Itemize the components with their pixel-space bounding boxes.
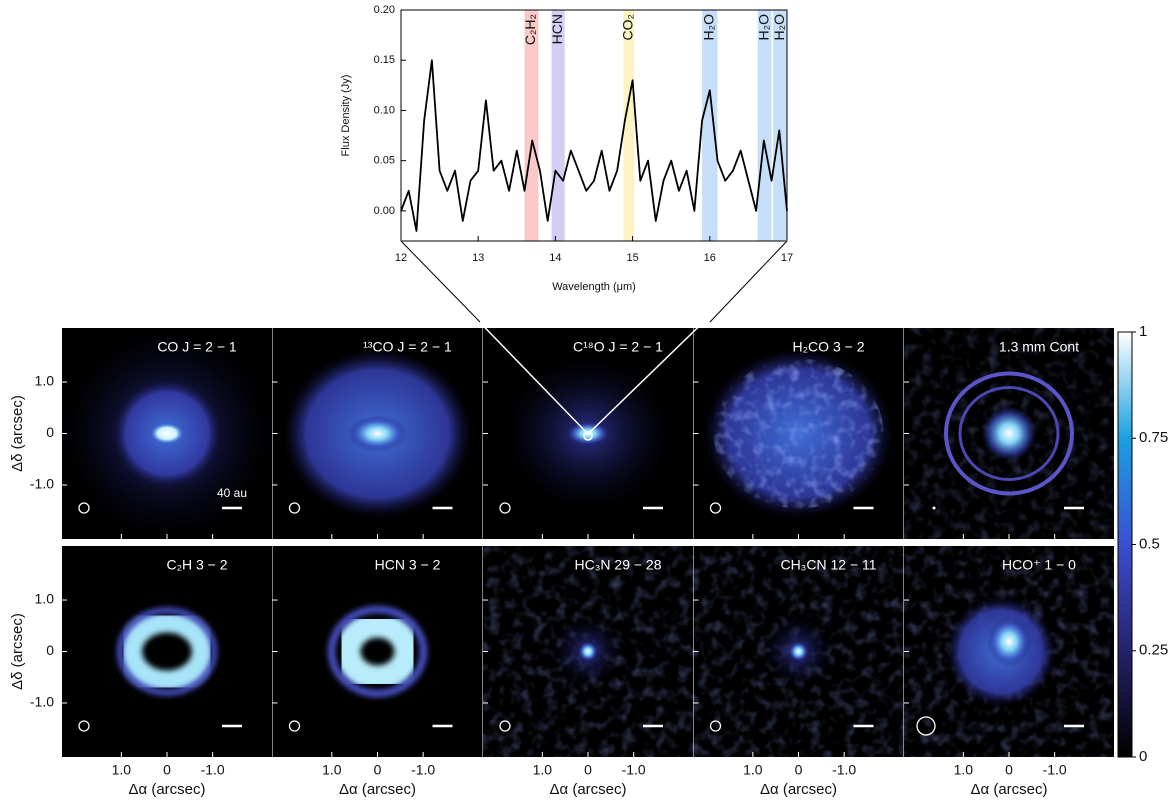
feature-label: CO₂: [619, 14, 635, 40]
emission: [348, 416, 408, 452]
x-axis-title: Δα (arcsec): [549, 781, 626, 798]
colorbar-tick-label: 0.25: [1139, 642, 1168, 659]
y-axis-title: Flux Density (Jy): [340, 75, 352, 157]
feature-label: HCN: [549, 14, 565, 44]
colorbar: [1118, 332, 1132, 757]
y-tick-label: 1.0: [35, 373, 55, 389]
x-axis-title: Δα (arcsec): [970, 781, 1047, 798]
x-tick-label: -1.0: [201, 762, 225, 778]
x-tick-label: 1.0: [954, 762, 974, 778]
panel: C₂H 3 − 2 1.0 0 -1.0 1.0 0 -1.0 Δα (arcsec) Δδ (…: [9, 546, 272, 798]
emission: [789, 642, 809, 662]
x-tick-label: 1.0: [322, 762, 342, 778]
x-tick-label: 1.0: [533, 762, 553, 778]
page: {"chart_data": {"type": "line", "xlabel"…: [0, 0, 1176, 800]
panel-title: CO J = 2 − 1: [157, 339, 237, 355]
x-tick-label: -1.0: [1043, 762, 1067, 778]
y-tick-label: 0.20: [374, 4, 395, 16]
x-tick-label: 1.0: [112, 762, 132, 778]
x-tick-label: -1.0: [832, 762, 856, 778]
panel-title: ¹³CO J = 2 − 1: [363, 339, 452, 355]
panel-title: HC₃N 29 − 28: [574, 557, 661, 573]
feature-label: C₂H₂: [522, 14, 538, 45]
emission: [151, 424, 183, 444]
feature-band: [773, 10, 787, 241]
panel: CH₃CN 12 − 11 1.0 0 -1.0 Δα (arcsec): [694, 546, 904, 798]
y-tick-label: 0.00: [374, 205, 395, 217]
figure: CO J = 2 − 140 au1.00-1.0Δδ (arcsec)¹³CO…: [0, 0, 1176, 800]
colorbar-tick-label: 1: [1139, 323, 1147, 340]
y-tick-label: 1.0: [35, 591, 55, 607]
panel: HC₃N 29 − 28 1.0 0 -1.0 Δα (arcsec): [483, 546, 693, 798]
x-tick-label: 14: [549, 252, 561, 264]
image-panels: CO J = 2 − 140 au1.00-1.0Δδ (arcsec)¹³CO…: [9, 323, 1168, 798]
x-tick-label: 0: [374, 762, 382, 778]
disk: [981, 406, 1037, 462]
feature-label: H₂O: [701, 14, 717, 41]
x-tick-label: 17: [781, 252, 793, 264]
colorbar-tick-label: 0.5: [1139, 535, 1160, 552]
x-axis-title: Δα (arcsec): [339, 781, 416, 798]
x-axis-title: Δα (arcsec): [760, 781, 837, 798]
emission: [987, 617, 1031, 667]
x-axis-title: Wavelength (μm): [552, 281, 636, 293]
y-axis-title: Δδ (arcsec): [9, 395, 26, 472]
panel: 1.3 mm Cont: [904, 328, 1114, 539]
x-axis-title: Δα (arcsec): [128, 781, 205, 798]
y-tick-label: 0: [46, 642, 54, 658]
x-tick-label: 15: [626, 252, 638, 264]
panel: ¹³CO J = 2 − 1: [273, 328, 483, 539]
y-tick-label: 0.15: [374, 54, 395, 66]
plot-area: [401, 10, 787, 241]
panel-title: HCN 3 − 2: [375, 557, 441, 573]
panel: H₂CO 3 − 2: [694, 328, 904, 539]
y-tick-label: 0.05: [374, 155, 395, 167]
x-tick-label: -1.0: [411, 762, 435, 778]
x-tick-label: 0: [1005, 762, 1013, 778]
zoom-line: [710, 241, 787, 322]
colorbar-tick-label: 0: [1139, 748, 1147, 765]
y-tick-label: 0.10: [374, 104, 395, 116]
x-tick-label: 13: [472, 252, 484, 264]
x-tick-label: 0: [163, 762, 171, 778]
panel-title: HCO⁺ 1 − 0: [1002, 557, 1076, 573]
x-tick-label: 0: [795, 762, 803, 778]
panel: HCN 3 − 2 1.0 0 -1.0 Δα (arcsec): [273, 546, 483, 798]
y-tick-label: -1.0: [30, 476, 54, 492]
emission: [578, 642, 598, 662]
emission-texture: [714, 359, 884, 509]
feature-band: [758, 10, 772, 241]
zoom-line: [401, 241, 480, 322]
panel: HCO⁺ 1 − 0 1.0 0 -1.0 Δα (arcsec): [904, 546, 1114, 798]
feature-label: H₂O: [755, 14, 771, 41]
beam: [933, 507, 936, 510]
x-tick-label: -1.0: [622, 762, 646, 778]
panel-title: 1.3 mm Cont: [999, 339, 1079, 355]
y-tick-label: -1.0: [30, 694, 54, 710]
y-tick-label: 0: [46, 424, 54, 440]
panel-title: CH₃CN 12 − 11: [780, 557, 876, 573]
panel-title: C₂H 3 − 2: [166, 557, 227, 573]
x-tick-label: 12: [395, 252, 407, 264]
panel-title: C¹⁸O J = 2 − 1: [573, 339, 663, 355]
scale-label: 40 au: [217, 486, 247, 500]
x-tick-label: 0: [584, 762, 592, 778]
feature-band: [702, 10, 717, 241]
y-axis-title: Δδ (arcsec): [9, 613, 26, 690]
feature-label: H₂O: [771, 14, 787, 41]
x-tick-label: 1.0: [743, 762, 763, 778]
x-tick-label: 16: [704, 252, 716, 264]
panel-title: H₂CO 3 − 2: [793, 339, 865, 355]
panel: CO J = 2 − 1 40 au 1.0 0 -1.0Δδ (arcsec): [9, 328, 272, 539]
colorbar-tick-label: 0.75: [1139, 429, 1168, 446]
